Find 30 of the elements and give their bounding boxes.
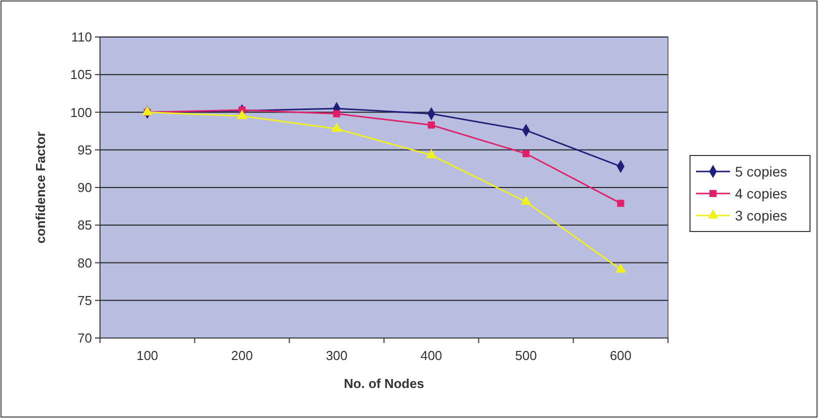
x-tick-label: 300	[326, 348, 348, 363]
point	[331, 122, 342, 132]
y-tick-label: 100	[70, 104, 92, 120]
point	[333, 110, 340, 118]
legend-label: 4 copies	[735, 185, 788, 202]
point	[617, 200, 624, 207]
point	[426, 148, 437, 158]
legend-label: 3 copies	[735, 207, 788, 224]
legend-label: 5 copies	[735, 163, 788, 180]
y-tick-label: 105	[70, 67, 92, 82]
y-tick-label: 110	[71, 30, 92, 45]
x-axis-title: No. of Nodes	[344, 376, 424, 391]
point	[236, 110, 248, 120]
point	[522, 150, 530, 158]
y-tick-label: 95	[78, 142, 92, 158]
y-tick-label: 75	[78, 292, 92, 308]
y-tick-label: 80	[78, 255, 92, 270]
point	[142, 106, 153, 116]
x-tick-label: 200	[231, 348, 253, 363]
y-axis-title: confidence Factor	[33, 132, 48, 244]
y-tick-label: 90	[78, 180, 92, 196]
x-tick-label: 600	[610, 348, 632, 363]
x-tick-label: 500	[515, 348, 537, 363]
x-tick-label: 400	[420, 348, 442, 363]
y-tick-label: 70	[78, 330, 92, 346]
point	[520, 196, 532, 205]
y-tick-label: 85	[78, 218, 92, 233]
point	[428, 122, 435, 129]
x-tick-label: 100	[136, 348, 158, 363]
point	[615, 263, 626, 273]
